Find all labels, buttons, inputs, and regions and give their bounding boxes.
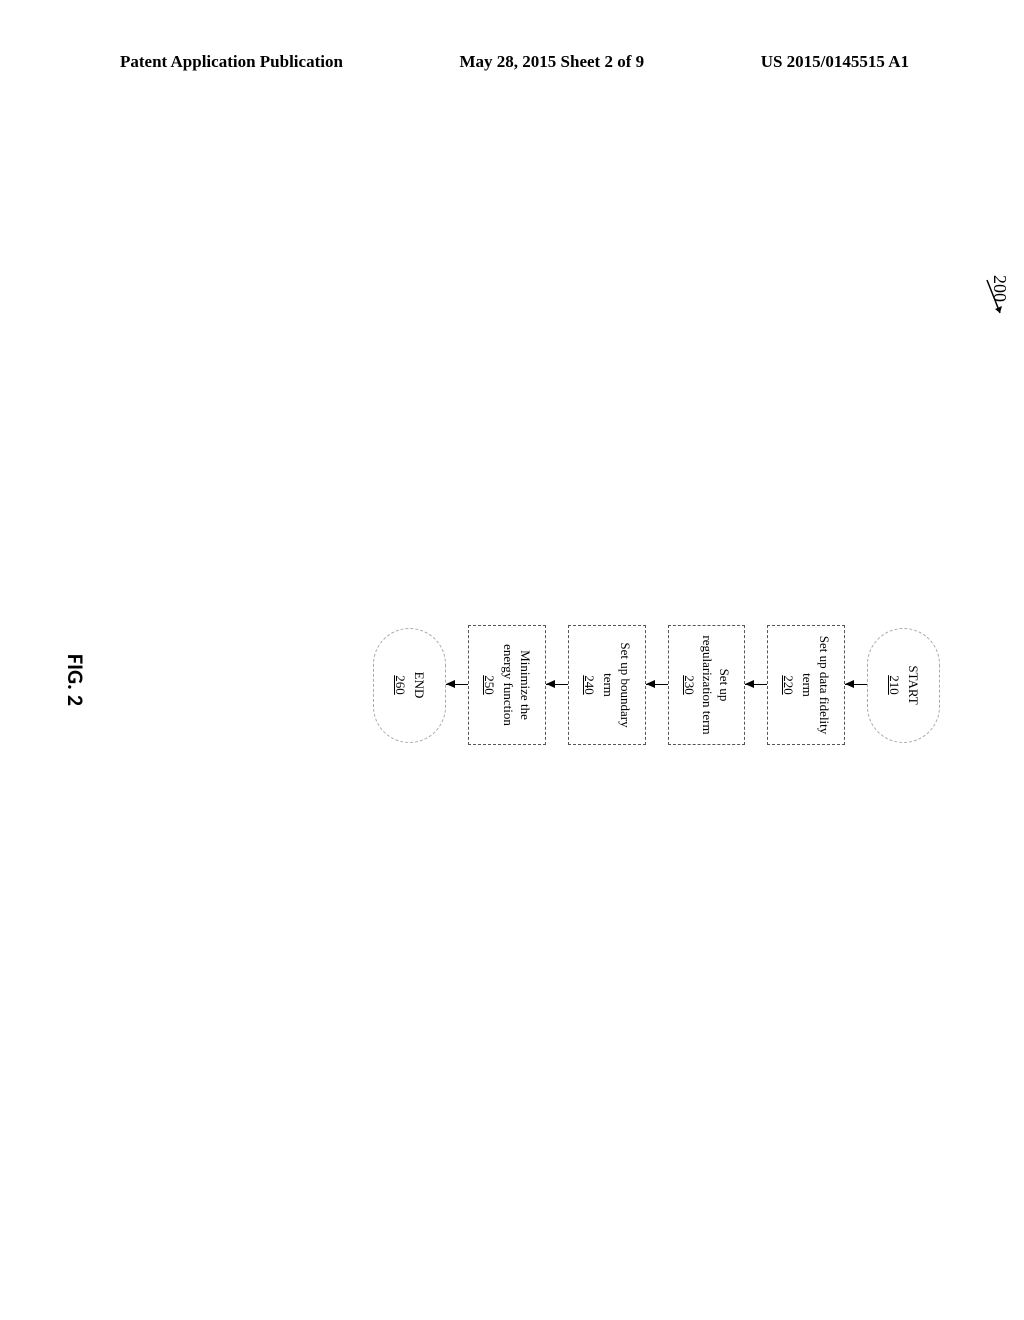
terminal-start-ref: 210	[886, 635, 902, 736]
process-ref: 230	[681, 675, 697, 695]
diagram-reference: 200	[989, 275, 1010, 302]
process-ref: 250	[481, 675, 497, 695]
arrow-icon	[845, 684, 867, 686]
process-label: Set up regularization term	[699, 632, 733, 738]
arrow-icon	[446, 684, 468, 686]
process-box: Set up data fidelity term 220	[767, 625, 845, 745]
process-ref: 240	[581, 675, 597, 695]
reference-arrow-icon	[980, 275, 1005, 325]
arrow-icon	[745, 684, 767, 686]
arrow-icon	[646, 684, 668, 686]
process-label: Set up data fidelity term	[798, 632, 832, 738]
terminal-start: START 210	[867, 628, 940, 743]
flowchart: START 210 Set up data fidelity term 220 …	[373, 620, 940, 750]
process-ref: 220	[780, 675, 796, 695]
terminal-end-ref: 260	[392, 635, 408, 736]
process-box: Minimize the energy function 250	[468, 625, 546, 745]
header-center: May 28, 2015 Sheet 2 of 9	[460, 52, 645, 72]
process-box: Set up boundary term 240	[568, 625, 646, 745]
header-right: US 2015/0145515 A1	[761, 52, 909, 72]
page-header: Patent Application Publication May 28, 2…	[0, 52, 1024, 72]
process-box: Set up regularization term 230	[668, 625, 746, 745]
diagram-container: 200 START 210 Set up data fidelity term …	[0, 310, 1000, 1050]
arrow-icon	[546, 684, 568, 686]
figure-caption: FIG. 2	[62, 310, 89, 1050]
terminal-end-label: END	[410, 635, 427, 736]
process-label: Set up boundary term	[599, 632, 633, 738]
terminal-end: END 260	[373, 628, 446, 743]
terminal-start-label: START	[904, 635, 921, 736]
process-label: Minimize the energy function	[499, 632, 533, 738]
header-left: Patent Application Publication	[120, 52, 343, 72]
